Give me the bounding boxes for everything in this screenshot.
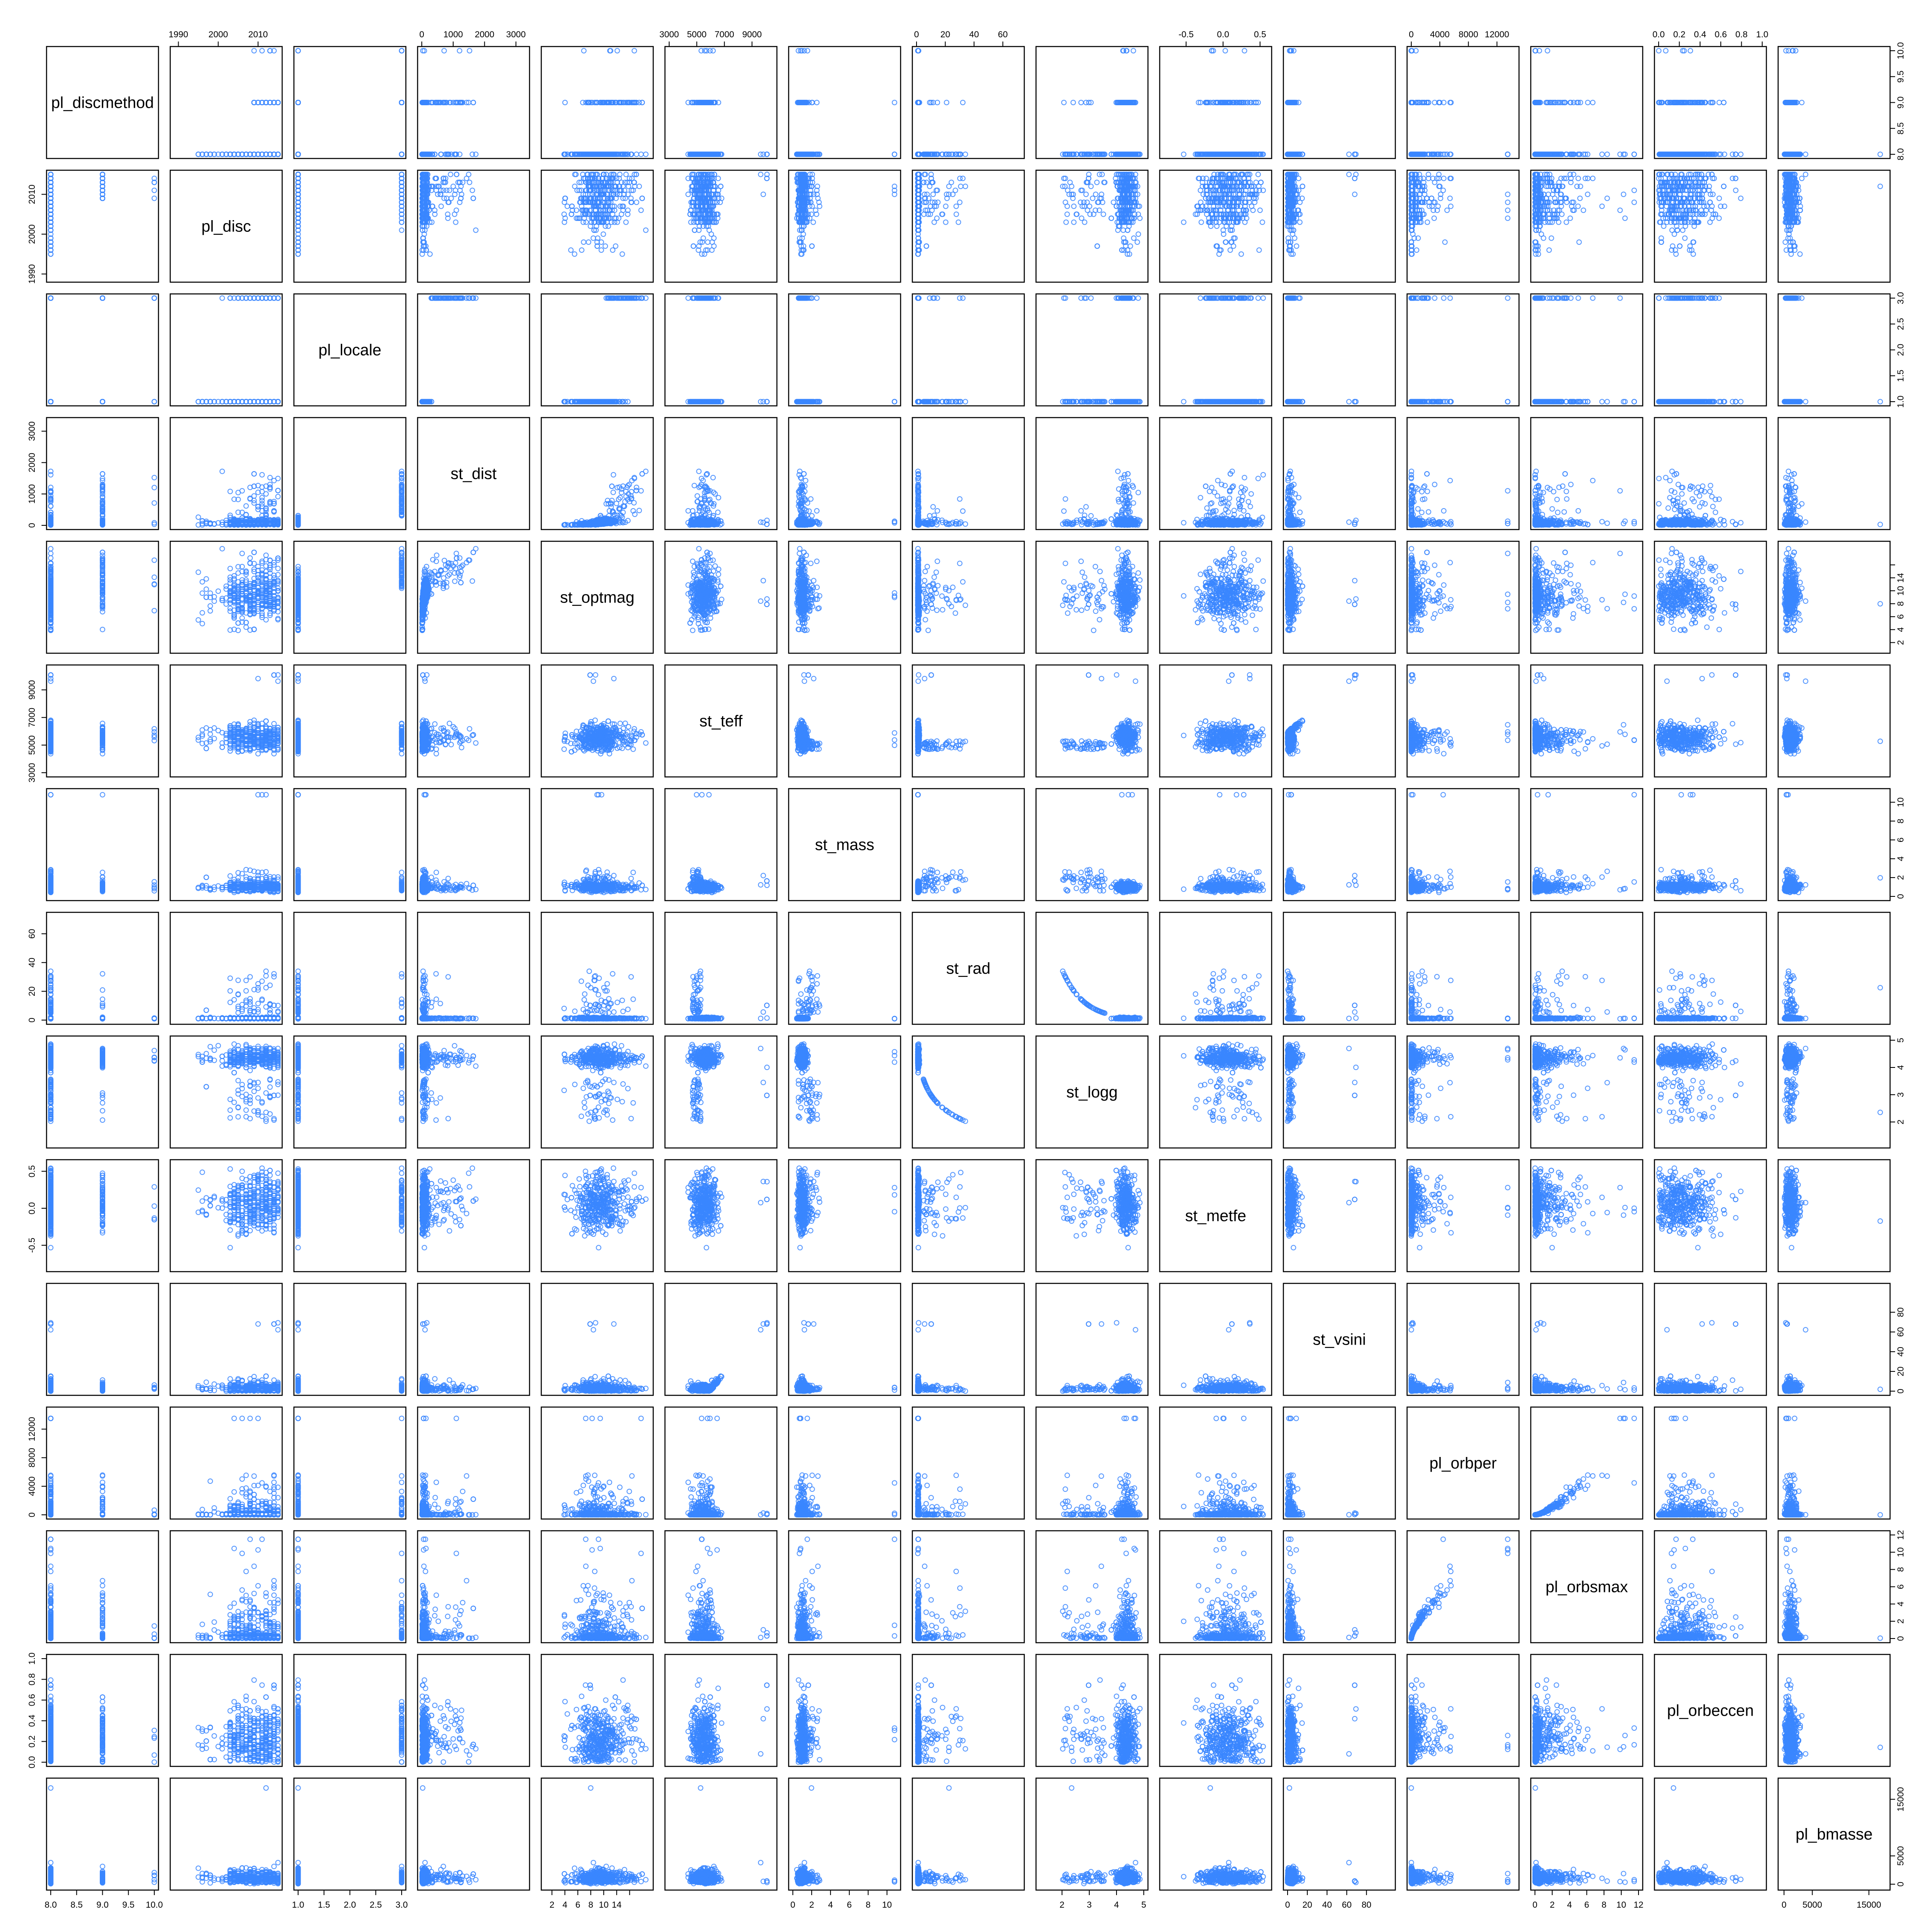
diagonal-panel-pl_discmethod: pl_discmethod: [47, 47, 158, 158]
panel-frame: [170, 47, 282, 158]
variable-label-pl_discmethod: pl_discmethod: [51, 94, 154, 112]
panel-frame: [294, 47, 406, 158]
scatter-panel-pl_discmethod-vs-pl_disc: [170, 47, 282, 158]
scatter-panel-pl_discmethod-vs-pl_locale: [294, 47, 406, 158]
